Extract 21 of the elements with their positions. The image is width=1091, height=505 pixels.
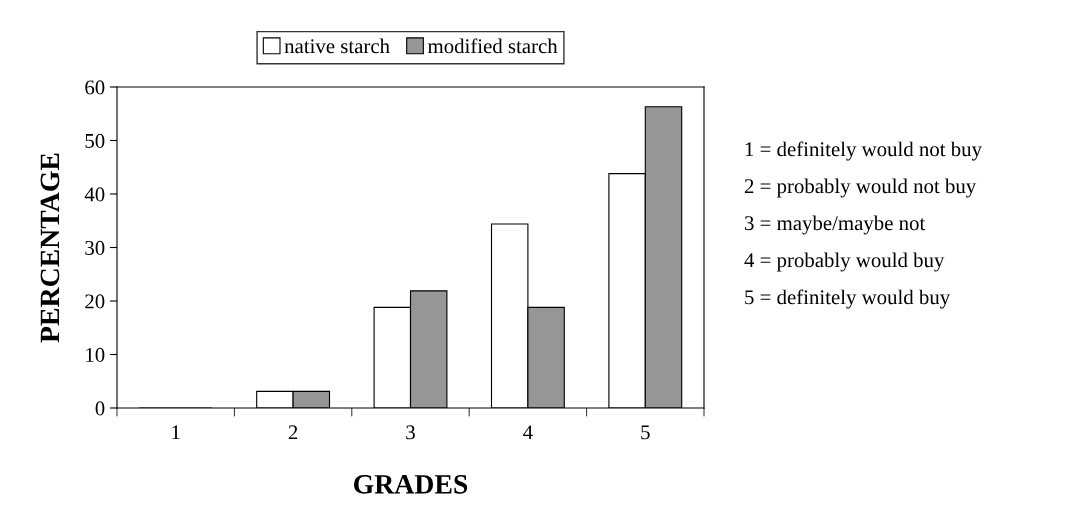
legend-label: modified starch [427,38,558,54]
text: 2 = probably would not buy [744,178,977,198]
text: 4 = probably would buy [744,252,945,272]
legend-label: native starch [284,38,390,54]
x-tick-label: 5 [641,425,650,440]
text: 3 = maybe/maybe not [745,215,926,235]
y-tick-label: 0 [95,401,105,416]
x-tick-label: 4 [523,425,533,440]
x-tick-label: 2 [288,425,298,440]
text: 5 = definitely would buy [745,289,951,309]
x-axis-title: GRADES [353,475,468,494]
y-axis-title: PERCENTAGE [40,153,60,343]
y-tick-label: 50 [85,133,105,148]
x-tick-label: 3 [406,425,415,440]
x-tick-label: 1 [172,425,180,440]
y-tick-label: 60 [85,80,105,95]
y-tick-label: 10 [86,347,105,362]
y-tick-label: 40 [84,187,105,202]
y-tick-label: 20 [85,294,105,309]
text: 1 = definitely would not buy [745,141,982,161]
y-tick-label: 30 [85,240,105,255]
